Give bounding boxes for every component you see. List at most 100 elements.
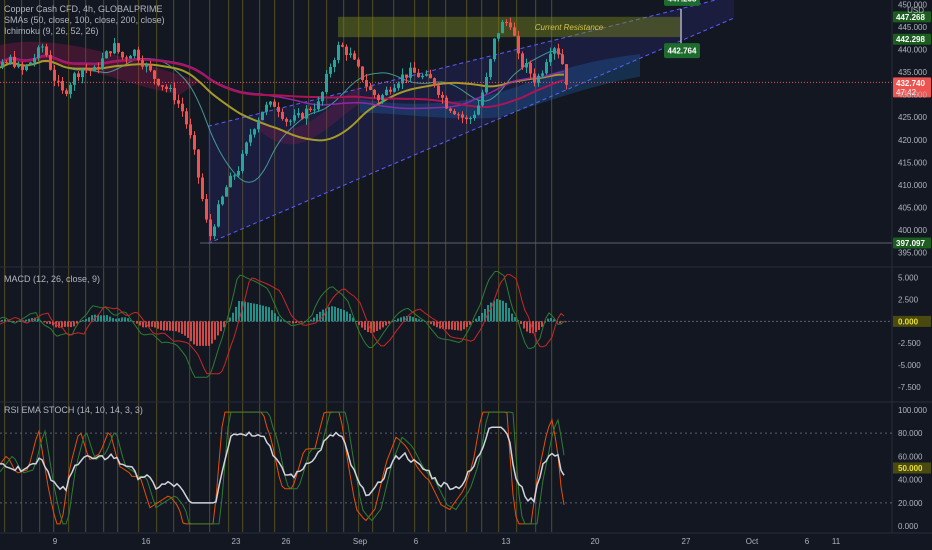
rsi-y-tick: 80.000	[898, 429, 923, 438]
candle-body	[473, 114, 476, 119]
session-stripe	[228, 0, 230, 532]
macd-bar	[349, 313, 351, 322]
macd-bar	[388, 321, 390, 324]
candle-body	[253, 129, 256, 135]
macd-bar	[397, 318, 399, 322]
macd-bar	[160, 321, 162, 330]
macd-bar	[379, 321, 381, 330]
macd-bar	[118, 318, 120, 322]
candle-body	[153, 70, 156, 79]
candle-body	[301, 113, 304, 119]
rsi-line	[0, 426, 565, 504]
macd-bar	[112, 318, 114, 322]
macd-bar	[88, 317, 90, 322]
macd-bar	[445, 321, 447, 330]
macd-bar	[499, 299, 501, 322]
price-tag	[893, 237, 931, 249]
macd-bar	[52, 321, 54, 326]
candle-body	[449, 108, 452, 111]
candle-body	[345, 46, 348, 55]
macd-bar	[205, 321, 207, 346]
candle-body	[509, 22, 512, 28]
rsi-y-tick: 0.000	[898, 522, 919, 531]
macd-bar	[493, 300, 495, 322]
macd-bar	[559, 321, 561, 324]
x-axis-label: 13	[502, 537, 511, 546]
candle-body	[25, 64, 28, 70]
candle-body	[433, 78, 436, 86]
macd-y-tick: 5.000	[898, 274, 919, 283]
candle-body	[553, 48, 556, 54]
macd-bar	[469, 321, 471, 325]
rsi-current-tag	[893, 462, 931, 474]
candle-body	[341, 44, 344, 47]
candle-body	[501, 22, 504, 34]
candle-body	[565, 64, 568, 85]
macd-bar	[202, 321, 204, 346]
macd-bar	[91, 315, 93, 322]
candle-body	[317, 101, 320, 110]
x-axis-label: 27	[682, 537, 691, 546]
macd-bar	[235, 306, 237, 322]
macd-bar	[244, 301, 246, 322]
macd-bar	[85, 319, 87, 322]
session-stripe	[138, 0, 140, 532]
macd-bar	[148, 321, 150, 328]
macd-bar	[307, 320, 309, 322]
macd-bar	[289, 321, 291, 323]
candle-body	[513, 27, 516, 36]
candle-body	[281, 111, 284, 119]
macd-bar	[526, 321, 528, 332]
currency-label: USD	[907, 6, 924, 15]
x-axis-label: Oct	[746, 537, 759, 546]
session-stripe	[209, 0, 211, 532]
macd-bar	[460, 321, 462, 331]
macd-bar	[532, 321, 534, 334]
macd-bar	[277, 316, 279, 322]
candle-body	[273, 101, 276, 107]
candle-body	[397, 83, 400, 88]
candle-body	[81, 69, 84, 78]
candle-body	[229, 175, 232, 188]
candle-body	[161, 85, 164, 87]
macd-bar	[367, 321, 369, 333]
candle-body	[17, 64, 20, 67]
macd-bar	[37, 318, 39, 322]
candle-body	[165, 86, 168, 89]
macd-bar	[538, 321, 540, 331]
candle-body	[237, 170, 240, 176]
candle-body	[109, 51, 112, 54]
macd-bar	[457, 321, 459, 331]
x-axis-label: 9	[53, 537, 58, 546]
macd-bar	[295, 321, 297, 324]
candle-body	[157, 78, 160, 86]
candle-body	[361, 66, 364, 81]
macd-bar	[376, 321, 378, 331]
macd-bar	[322, 309, 324, 322]
x-axis-label: 6	[805, 537, 810, 546]
session-stripe	[358, 0, 360, 532]
macd-bar	[553, 319, 555, 322]
macd-bar	[190, 321, 192, 342]
candle-body	[325, 73, 328, 93]
session-stripe	[103, 0, 105, 532]
candle-body	[245, 142, 248, 154]
candle-body	[421, 75, 424, 78]
rsi-y-tick: 60.000	[898, 452, 923, 461]
candle-body	[193, 135, 196, 150]
main-y-tick: 400.000	[898, 226, 927, 235]
macd-line	[0, 270, 565, 378]
session-stripe	[117, 0, 119, 532]
candle-body	[469, 118, 472, 120]
session-stripe	[259, 0, 261, 532]
x-axis-label: 23	[232, 537, 241, 546]
candle-body	[457, 114, 460, 116]
macd-bar	[67, 321, 69, 327]
macd-bar	[34, 317, 36, 322]
price-tag	[893, 33, 931, 45]
session-stripe	[293, 0, 295, 532]
macd-bar	[352, 317, 354, 322]
candle-body	[349, 53, 352, 55]
